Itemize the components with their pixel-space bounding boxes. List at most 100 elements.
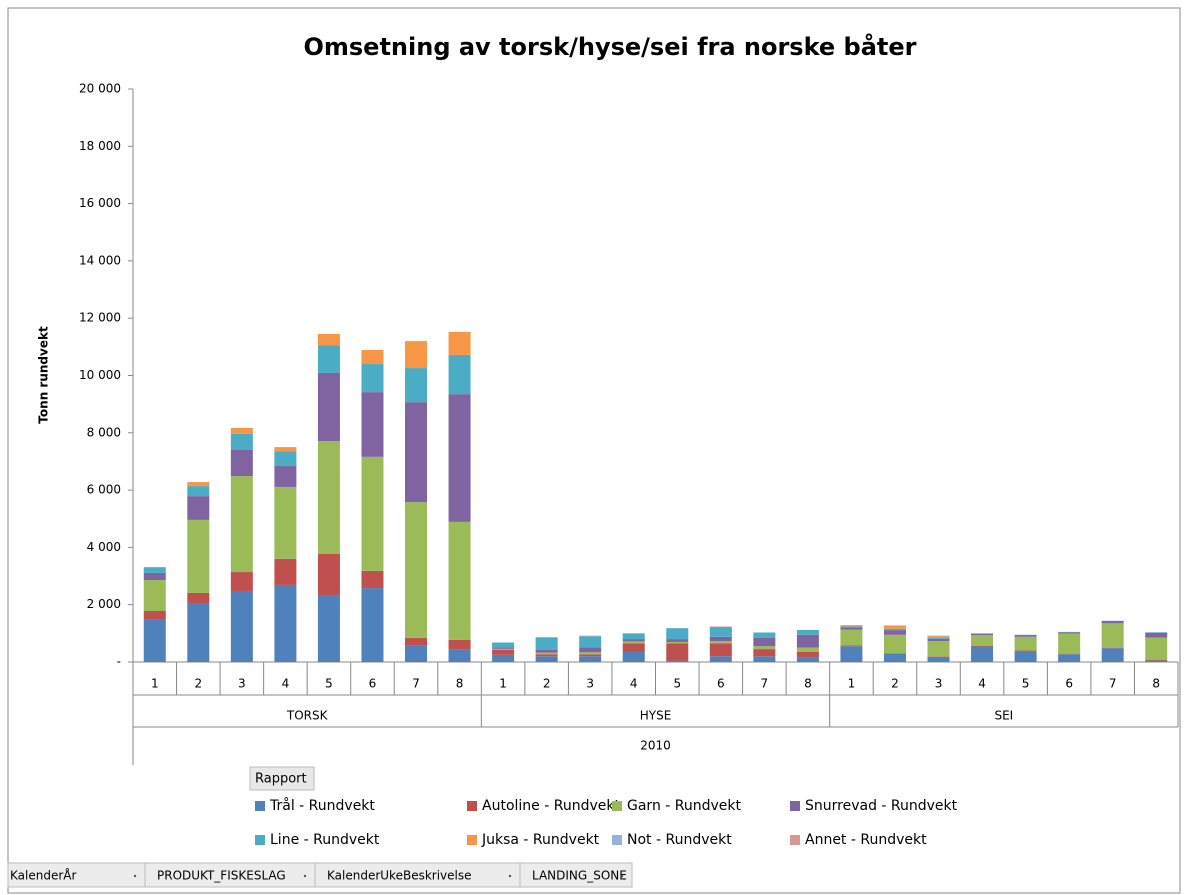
legend-label: Annet - Rundvekt bbox=[805, 832, 927, 848]
x-super-label: 2010 bbox=[640, 739, 671, 753]
bar-segment bbox=[622, 633, 645, 640]
x-tick-label: 2 bbox=[543, 677, 551, 691]
x-tick-label: 5 bbox=[1022, 677, 1030, 691]
bar-segment bbox=[405, 502, 428, 638]
bar-segment bbox=[622, 651, 645, 662]
bar-segment bbox=[1101, 647, 1124, 649]
bar-segment bbox=[840, 627, 863, 630]
bar-segment bbox=[883, 628, 906, 631]
bar-segment bbox=[1014, 636, 1037, 651]
bar-segment bbox=[1058, 654, 1081, 662]
x-tick-label: 6 bbox=[369, 677, 377, 691]
x-tick-label: 6 bbox=[717, 677, 725, 691]
bar-segment bbox=[753, 656, 776, 662]
legend-swatch bbox=[612, 801, 622, 811]
bar-segment bbox=[317, 553, 340, 595]
y-tick-label: 10 000 bbox=[79, 368, 121, 382]
pivot-field-dropdown bbox=[508, 874, 512, 878]
y-tick-label: - bbox=[117, 655, 121, 669]
bar-segment bbox=[666, 643, 689, 661]
y-tick-label: 16 000 bbox=[79, 196, 121, 210]
bar-segment bbox=[274, 451, 297, 467]
bar-segment bbox=[1145, 637, 1168, 660]
bar-segment bbox=[796, 629, 819, 635]
bar-segment bbox=[579, 652, 602, 655]
pivot-field-label: LANDING_SONE bbox=[532, 869, 627, 883]
bar-segment bbox=[448, 394, 471, 522]
y-tick-label: 14 000 bbox=[79, 253, 121, 267]
pivot-field-button[interactable] bbox=[144, 862, 316, 888]
bar-segment bbox=[361, 588, 384, 662]
pivot-field-dropdown bbox=[620, 874, 624, 878]
bar-segment bbox=[883, 653, 906, 654]
bar-segment bbox=[883, 625, 906, 629]
pivot-field-dropdown bbox=[133, 874, 137, 878]
legend-swatch bbox=[790, 801, 800, 811]
x-tick-label: 8 bbox=[1152, 677, 1160, 691]
legend-swatch bbox=[255, 835, 265, 845]
x-tick-label: 8 bbox=[456, 677, 464, 691]
bar-segment bbox=[1101, 648, 1124, 662]
bar-segment bbox=[927, 635, 950, 637]
bar-segment bbox=[883, 630, 906, 635]
bar-segment bbox=[187, 602, 210, 662]
bar-segment bbox=[492, 654, 515, 662]
bar-segment bbox=[492, 642, 515, 648]
bar-segment bbox=[361, 570, 384, 589]
bar-segment bbox=[361, 392, 384, 457]
legend-label: Snurrevad - Rundvekt bbox=[805, 798, 958, 814]
x-group-label: TORSK bbox=[286, 709, 329, 723]
bar-segment bbox=[1014, 651, 1037, 662]
bar-segment bbox=[796, 651, 819, 658]
bar-segment bbox=[622, 643, 645, 652]
x-tick-label: 2 bbox=[891, 677, 899, 691]
bar-segment bbox=[796, 634, 819, 648]
bar-segment bbox=[230, 590, 253, 662]
bar-segment bbox=[448, 639, 471, 650]
bar-segment bbox=[1145, 659, 1168, 661]
x-tick-label: 6 bbox=[1065, 677, 1073, 691]
pivot-field-button[interactable] bbox=[519, 862, 633, 888]
x-tick-label: 3 bbox=[238, 677, 246, 691]
bar-segment bbox=[971, 633, 994, 636]
x-tick-label: 4 bbox=[978, 677, 986, 691]
bar-segment bbox=[753, 649, 776, 657]
pivot-field-button[interactable] bbox=[314, 862, 521, 888]
bar-segment bbox=[883, 625, 906, 626]
bar-segment bbox=[274, 447, 297, 452]
legend-label: Trål - Rundvekt bbox=[269, 797, 375, 814]
bar-segment bbox=[230, 449, 253, 477]
bar-segment bbox=[927, 656, 950, 657]
y-tick-label: 4 000 bbox=[87, 540, 121, 554]
bar-segment bbox=[143, 619, 166, 662]
bar-segment bbox=[143, 567, 166, 573]
bar-segment bbox=[143, 611, 166, 620]
bar-segment bbox=[579, 635, 602, 637]
bar-segment bbox=[622, 641, 645, 644]
bar-segment bbox=[535, 652, 558, 655]
bar-segment bbox=[971, 635, 994, 646]
bar-segment bbox=[405, 368, 428, 403]
bar-segment bbox=[274, 584, 297, 662]
bar-segment bbox=[448, 331, 471, 355]
bar-segment bbox=[187, 482, 210, 487]
bar-segment bbox=[1145, 632, 1168, 638]
legend-label: Garn - Rundvekt bbox=[627, 798, 742, 814]
bar-segment bbox=[230, 476, 253, 573]
bar-segment bbox=[317, 594, 340, 662]
pivot-field-button[interactable] bbox=[7, 862, 146, 888]
bar-segment bbox=[840, 646, 863, 662]
bar-segment bbox=[274, 486, 297, 559]
legend-swatch bbox=[467, 835, 477, 845]
bar-segment bbox=[448, 649, 471, 662]
legend-label: Juksa - Rundvekt bbox=[481, 832, 600, 848]
x-tick-label: 1 bbox=[848, 677, 856, 691]
bar-segment bbox=[666, 641, 689, 644]
legend-label: Line - Rundvekt bbox=[270, 832, 380, 848]
bar-segment bbox=[317, 333, 340, 346]
y-tick-label: 8 000 bbox=[87, 425, 121, 439]
bar-segment bbox=[143, 580, 166, 612]
bar-segment bbox=[666, 639, 689, 642]
bar-segment bbox=[361, 350, 384, 365]
